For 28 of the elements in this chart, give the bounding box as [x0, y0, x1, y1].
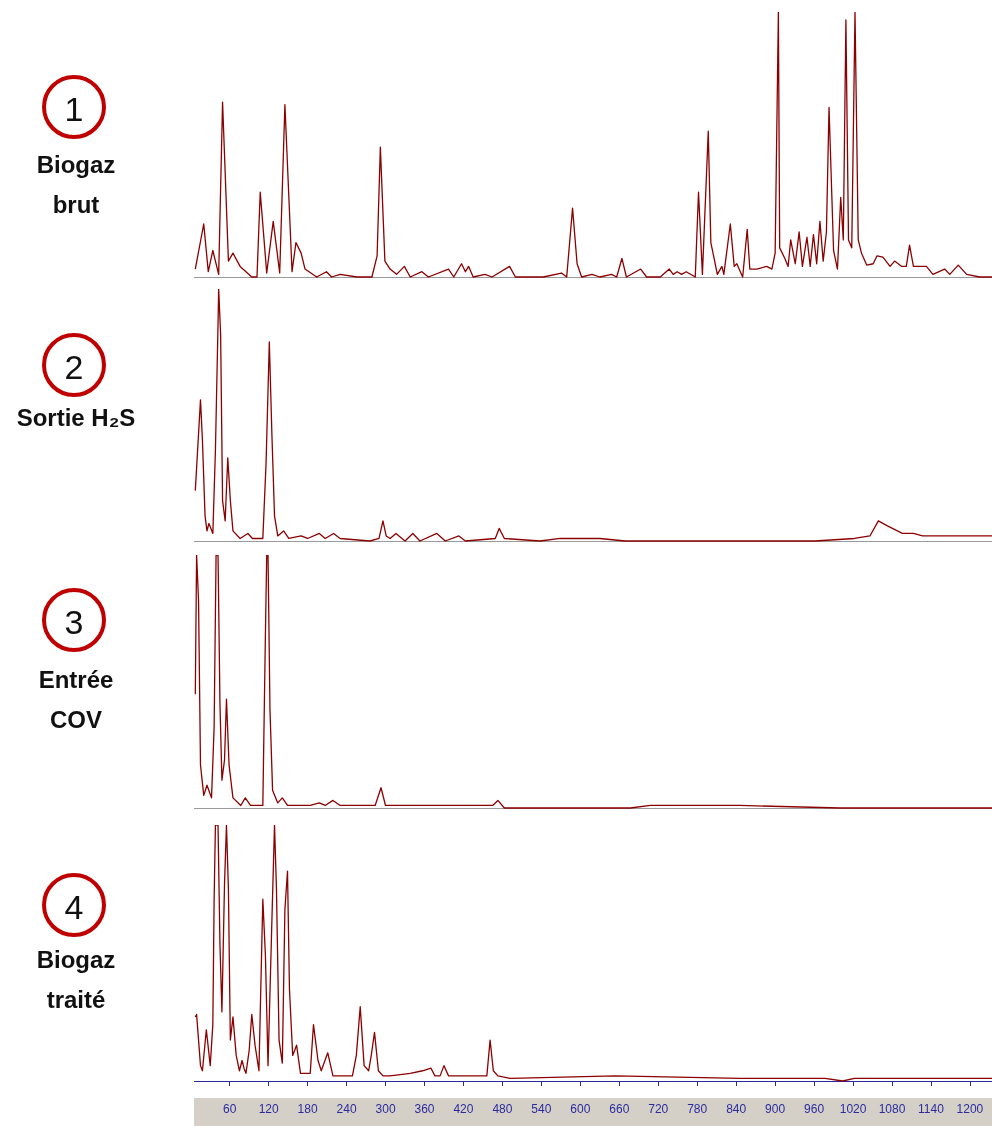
x-tick-label: 60	[223, 1102, 237, 1116]
text: 2	[63, 347, 85, 387]
text: 3	[63, 602, 85, 642]
text: Biogaz traité	[35, 945, 117, 1015]
x-tick-label: 120	[258, 1102, 279, 1116]
x-tick-label: 780	[687, 1102, 708, 1116]
x-tick-label: 540	[531, 1102, 552, 1116]
x-tick-label: 1200	[956, 1102, 984, 1116]
text: 1	[63, 89, 85, 129]
x-tick-label: 660	[609, 1102, 630, 1116]
x-tick-label: 720	[648, 1102, 669, 1116]
x-tick-label: 180	[297, 1102, 318, 1116]
x-tick-label: 420	[453, 1102, 474, 1116]
x-tick-label: 240	[336, 1102, 357, 1116]
x-tick-label: 1080	[878, 1102, 906, 1116]
x-tick-label: 960	[804, 1102, 825, 1116]
x-tick-label: 600	[570, 1102, 591, 1116]
x-tick-label: 480	[492, 1102, 513, 1116]
x-tick-label: 360	[414, 1102, 435, 1116]
text: 4	[63, 887, 85, 927]
text: Biogaz brut	[35, 150, 117, 220]
text: Entrée COV	[37, 665, 115, 735]
x-tick-label: 900	[765, 1102, 786, 1116]
text: Sortie H₂S	[15, 403, 137, 433]
x-tick-label: 1020	[839, 1102, 867, 1116]
x-tick-label: 1140	[918, 1102, 945, 1116]
x-tick-label: 840	[726, 1102, 747, 1116]
x-tick-label: 300	[375, 1102, 396, 1116]
